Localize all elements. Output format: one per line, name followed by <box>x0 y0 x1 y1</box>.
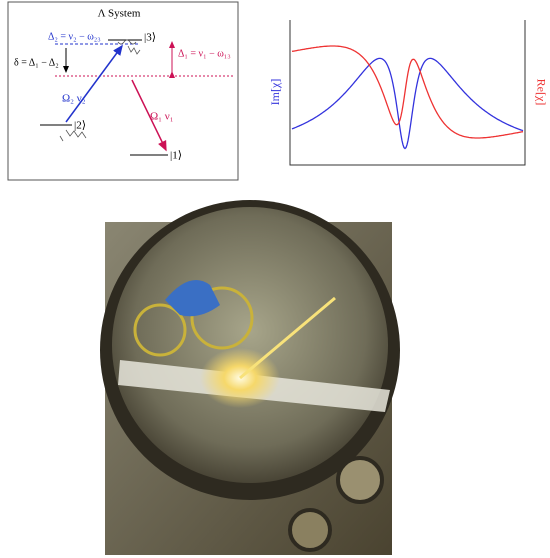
detuning-2: Δ₂ = ν₂ − ω₂₃ <box>48 31 101 42</box>
screw <box>338 458 382 502</box>
detuning-1: Δ₁ = ν₁ − ω₁₃ <box>178 48 231 59</box>
diagram-title: Λ System <box>98 8 141 20</box>
field-2-label: Ω₂ ν₂ <box>62 93 86 105</box>
screw <box>290 510 330 550</box>
right-axis-label: Re[χ] <box>534 79 548 106</box>
level-1-label: |1⟩ <box>170 150 182 162</box>
susceptibility-plot: Im[χ] Re[χ] <box>268 20 549 165</box>
page: Λ System |3⟩ Δ₂ = ν₂ − ω₂₃ Δ₁ = ν₁ − ω₁₃… <box>0 0 550 558</box>
two-photon-detuning: δ = Δ₁ − Δ₂ <box>14 57 59 68</box>
im-curve <box>292 58 523 148</box>
level-2-label: |2⟩ <box>74 120 86 132</box>
photo <box>100 200 400 555</box>
level-3-label: |3⟩ <box>144 32 156 44</box>
diagram-frame <box>8 2 238 180</box>
left-axis-label: Im[χ] <box>268 79 282 106</box>
re-curve <box>292 46 523 138</box>
lens <box>112 207 388 483</box>
lambda-diagram: Λ System |3⟩ Δ₂ = ν₂ − ω₂₃ Δ₁ = ν₁ − ω₁₃… <box>8 2 238 180</box>
field-1-label: Ω₁ ν₁ <box>150 111 174 123</box>
figure: Λ System |3⟩ Δ₂ = ν₂ − ω₂₃ Δ₁ = ν₁ − ω₁₃… <box>0 0 550 558</box>
